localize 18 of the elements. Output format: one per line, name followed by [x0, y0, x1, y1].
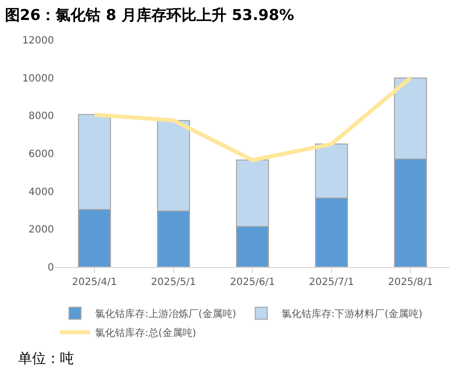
y-tick-label: 12000 [22, 36, 54, 46]
chart-title: 图26：氯化钴 8 月库存环比上升 53.98% [4, 6, 294, 24]
legend-label: 氯化钴库存:总(金属吨) [95, 327, 196, 340]
y-tick-label: 8000 [28, 111, 54, 122]
x-tick-label: 2025/5/1 [151, 277, 196, 288]
legend-label: 氯化钴库存:下游材料厂(金属吨) [281, 308, 423, 320]
text: 单位：吨 [18, 351, 74, 367]
line-series [92, 76, 412, 162]
y-tick-label: 10000 [22, 73, 54, 84]
x-tick-label: 2025/4/1 [72, 277, 117, 288]
y-tick-label: 2000 [28, 224, 54, 236]
y-tick-label: 4000 [28, 186, 54, 198]
y-tick-label: 6000 [28, 149, 54, 160]
legend-label: 氯化钴库存:上游冶炼厂(金属吨) [95, 308, 236, 320]
y-tick-label: 0 [48, 262, 54, 274]
x-tick-label: 2025/7/1 [309, 277, 354, 288]
x-tick-label: 2025/6/1 [230, 277, 275, 288]
x-tick-label: 2025/8/1 [388, 277, 433, 288]
